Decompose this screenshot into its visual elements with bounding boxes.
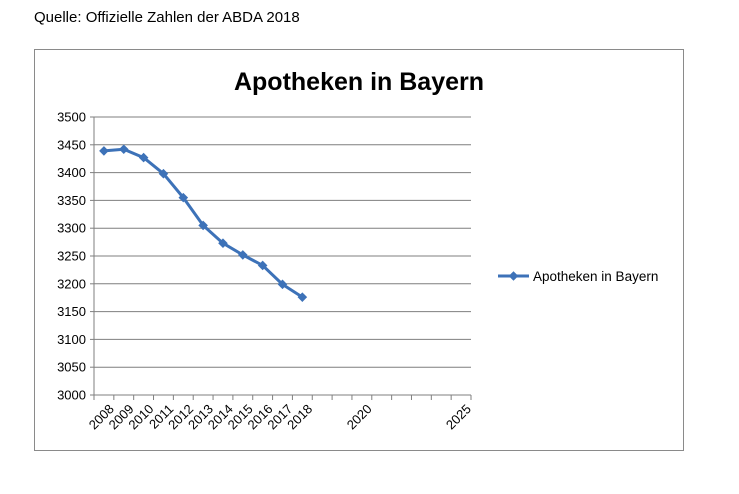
- data-point-marker: [277, 279, 288, 290]
- y-tick-label: 3150: [57, 304, 86, 319]
- y-tick-label: 3000: [57, 388, 86, 403]
- chart-title: Apotheken in Bayern: [234, 68, 484, 96]
- data-point-marker: [238, 250, 248, 260]
- axes: [90, 116, 472, 400]
- chart-frame: 3000 3050 3100 3150 3200 3250 3300 3350 3400 3450…: [34, 49, 684, 451]
- y-tick-label: 3500: [57, 110, 86, 125]
- y-tick-label: 3400: [57, 165, 86, 180]
- y-tick-label: 3200: [57, 276, 86, 291]
- source-note: Quelle: Offizielle Zahlen der ABDA 2018: [34, 9, 300, 26]
- y-tick-label: 3450: [57, 137, 86, 152]
- data-point-marker: [297, 292, 308, 302]
- x-tick-label: 2025: [443, 401, 474, 432]
- data-point-marker: [158, 168, 169, 179]
- data-point-marker: [99, 146, 109, 156]
- x-tick-label: 2020: [344, 401, 375, 432]
- legend: Apotheken in Bayern: [498, 269, 658, 284]
- line-chart: 3000 3050 3100 3150 3200 3250 3300 3350 3400 3450…: [57, 68, 658, 432]
- legend-marker-swatch: [508, 271, 519, 281]
- data-point-marker: [118, 144, 129, 155]
- data-point-marker: [178, 192, 189, 203]
- data-point-marker: [218, 238, 228, 249]
- y-tick-labels: 3000 3050 3100 3150 3200 3250 3300 3350 3400 3450…: [57, 110, 86, 403]
- legend-label: Apotheken in Bayern: [533, 269, 658, 284]
- data-point-marker: [198, 220, 208, 231]
- data-point-marker: [257, 260, 268, 271]
- grid-lines: [94, 116, 471, 396]
- x-tick-labels: 2008200920102011201220132014201520162017…: [86, 401, 474, 432]
- y-tick-label: 3350: [57, 193, 86, 208]
- y-tick-label: 3100: [57, 332, 86, 347]
- y-tick-label: 3250: [57, 249, 86, 264]
- y-tick-label: 3300: [57, 221, 86, 236]
- y-tick-label: 3050: [57, 360, 86, 375]
